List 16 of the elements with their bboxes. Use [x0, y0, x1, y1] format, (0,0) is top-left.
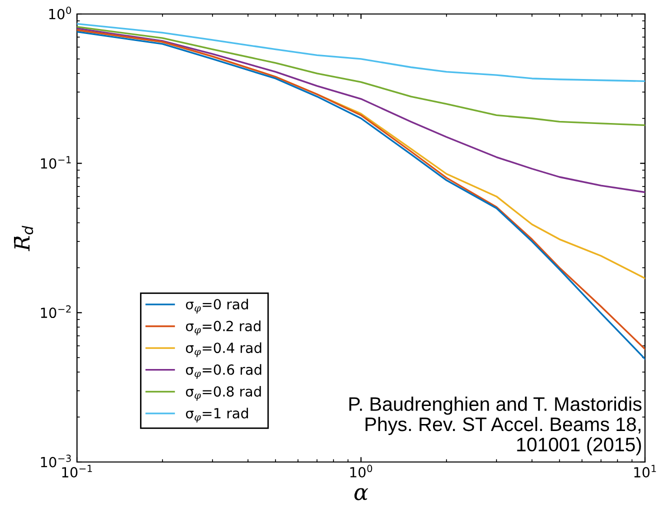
- y-tick-label: 10$^{−1}$: [41, 156, 71, 169]
- y-tick-label: 10$^{0}$: [49, 6, 72, 20]
- y-tick-label: 10$^{−3}$: [41, 454, 71, 468]
- x-axis-title: α: [354, 488, 368, 500]
- annotation: P. Baudrenghien and T. Mastoridis Phys. Rev. ST Accel. Beams 18, 101001 (2015): [349, 396, 642, 456]
- legend-label: σ$_{φ}$=0.2 rad: [186, 320, 260, 336]
- legend-label: σ$_{φ}$=0.8 rad: [186, 386, 261, 401]
- x-tick-label: 10$^{0}$: [350, 464, 372, 478]
- legend-label: σ$_{φ}$=1 rad: [186, 408, 248, 422]
- x-tick-label: 10$^{−1}$: [62, 464, 92, 478]
- legend-label: σ$_{φ}$=0.6 rad: [186, 364, 262, 379]
- legend-label: σ$_{φ}$=0.4 rad: [186, 342, 262, 358]
- y-tick-label: 10$^{−2}$: [41, 305, 71, 318]
- x-tick-label: 10$^{1}$: [634, 464, 656, 478]
- y-axis-title: R̄$_{d}$: [14, 226, 34, 252]
- legend-label: σ$_{φ}$=0 rad: [186, 298, 248, 314]
